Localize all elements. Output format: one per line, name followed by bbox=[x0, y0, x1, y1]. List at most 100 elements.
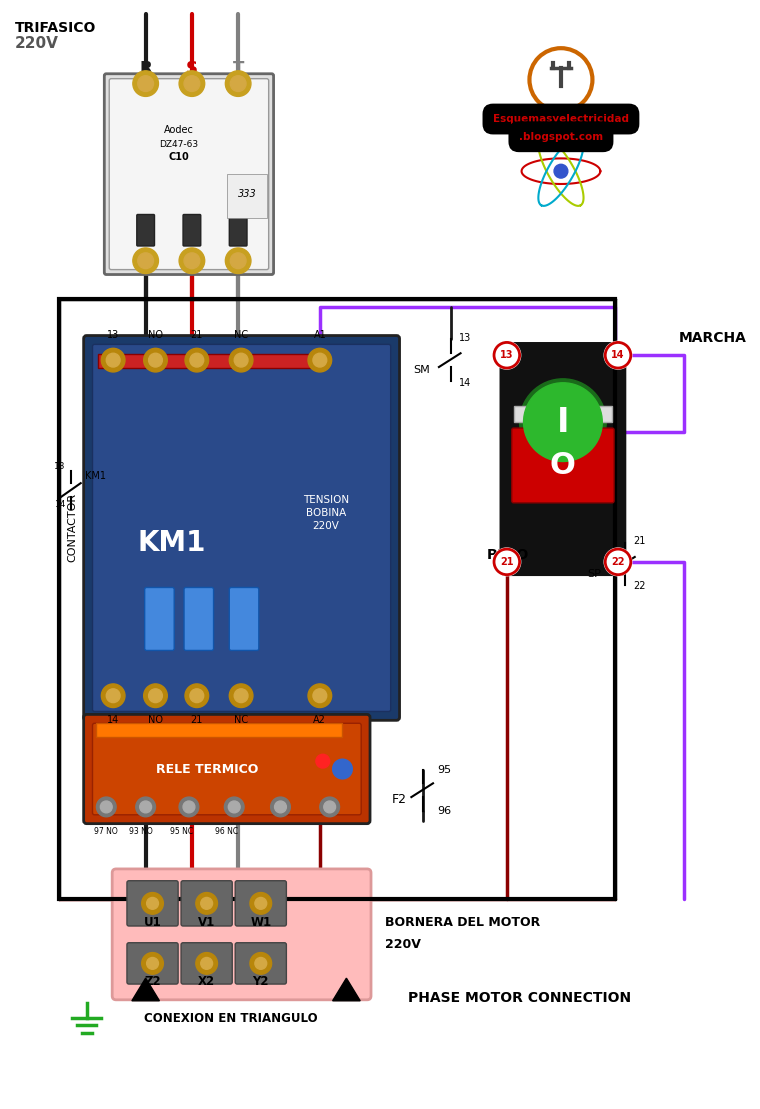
Bar bbox=[97, 723, 343, 737]
Text: 13: 13 bbox=[55, 462, 66, 471]
Circle shape bbox=[190, 689, 204, 703]
Text: MARCHA: MARCHA bbox=[679, 332, 747, 346]
Text: W1: W1 bbox=[250, 916, 271, 929]
Circle shape bbox=[234, 354, 248, 367]
Text: R: R bbox=[139, 60, 152, 78]
Circle shape bbox=[133, 248, 158, 274]
Circle shape bbox=[226, 71, 251, 96]
Circle shape bbox=[520, 379, 606, 466]
Circle shape bbox=[196, 953, 217, 974]
Circle shape bbox=[234, 689, 248, 703]
FancyBboxPatch shape bbox=[235, 943, 287, 984]
Text: 96: 96 bbox=[437, 806, 451, 816]
Text: KM1: KM1 bbox=[84, 471, 106, 481]
Circle shape bbox=[97, 797, 116, 816]
Circle shape bbox=[250, 893, 271, 914]
Text: 220V: 220V bbox=[385, 938, 421, 950]
Text: F2: F2 bbox=[391, 793, 407, 806]
Text: 13: 13 bbox=[107, 330, 119, 340]
Text: Aodec: Aodec bbox=[164, 125, 194, 135]
Circle shape bbox=[101, 348, 125, 372]
Text: 21: 21 bbox=[191, 330, 203, 340]
Text: T: T bbox=[233, 60, 244, 78]
Text: 21: 21 bbox=[191, 715, 203, 725]
FancyBboxPatch shape bbox=[137, 214, 154, 246]
Circle shape bbox=[228, 801, 240, 813]
Circle shape bbox=[179, 71, 204, 96]
Circle shape bbox=[308, 348, 331, 372]
Text: NC: NC bbox=[234, 715, 249, 725]
Circle shape bbox=[605, 343, 631, 368]
Circle shape bbox=[133, 71, 158, 96]
Text: 22: 22 bbox=[633, 581, 645, 591]
Text: 95 NC: 95 NC bbox=[170, 826, 194, 835]
Circle shape bbox=[230, 348, 253, 372]
Text: NO: NO bbox=[148, 715, 163, 725]
Circle shape bbox=[141, 953, 163, 974]
FancyBboxPatch shape bbox=[144, 588, 174, 651]
Text: Y2: Y2 bbox=[252, 975, 269, 988]
Text: CONEXION EN TRIANGULO: CONEXION EN TRIANGULO bbox=[144, 1011, 318, 1025]
FancyBboxPatch shape bbox=[181, 943, 233, 984]
FancyBboxPatch shape bbox=[184, 588, 214, 651]
Circle shape bbox=[224, 797, 244, 816]
FancyBboxPatch shape bbox=[511, 428, 614, 502]
Text: 14: 14 bbox=[55, 500, 66, 509]
Circle shape bbox=[230, 684, 253, 708]
Circle shape bbox=[144, 348, 167, 372]
Text: C10: C10 bbox=[169, 152, 189, 162]
Circle shape bbox=[320, 797, 340, 816]
Circle shape bbox=[147, 897, 158, 909]
FancyBboxPatch shape bbox=[230, 588, 259, 651]
Bar bbox=[59, 299, 615, 899]
Circle shape bbox=[149, 689, 163, 703]
Text: 14: 14 bbox=[458, 378, 471, 388]
Circle shape bbox=[313, 354, 327, 367]
Text: 21: 21 bbox=[633, 537, 645, 547]
Circle shape bbox=[333, 760, 353, 779]
Circle shape bbox=[201, 897, 213, 909]
Text: 333: 333 bbox=[238, 189, 256, 199]
Circle shape bbox=[101, 684, 125, 708]
Circle shape bbox=[185, 684, 209, 708]
Circle shape bbox=[140, 801, 151, 813]
Circle shape bbox=[230, 75, 246, 91]
FancyBboxPatch shape bbox=[93, 345, 391, 712]
Text: PHASE MOTOR CONNECTION: PHASE MOTOR CONNECTION bbox=[408, 990, 632, 1005]
Text: I: I bbox=[556, 406, 569, 439]
Text: Z2: Z2 bbox=[144, 975, 161, 988]
FancyBboxPatch shape bbox=[109, 79, 269, 269]
Circle shape bbox=[554, 164, 568, 179]
Text: 13: 13 bbox=[500, 350, 514, 360]
Text: 97 NO: 97 NO bbox=[94, 826, 118, 835]
FancyBboxPatch shape bbox=[235, 881, 287, 926]
Circle shape bbox=[144, 684, 167, 708]
Text: 93 NO: 93 NO bbox=[129, 826, 153, 835]
Text: TENSION
BOBINA
220V: TENSION BOBINA 220V bbox=[302, 495, 349, 531]
Circle shape bbox=[184, 75, 200, 91]
Text: SM: SM bbox=[413, 365, 430, 375]
Text: .blogspot.com: .blogspot.com bbox=[519, 132, 603, 142]
Circle shape bbox=[196, 893, 217, 914]
Circle shape bbox=[185, 348, 209, 372]
Circle shape bbox=[106, 689, 120, 703]
Circle shape bbox=[190, 354, 204, 367]
Circle shape bbox=[230, 253, 246, 268]
Circle shape bbox=[313, 689, 327, 703]
Circle shape bbox=[136, 797, 156, 816]
Text: 96 NC: 96 NC bbox=[215, 826, 238, 835]
FancyBboxPatch shape bbox=[230, 214, 247, 246]
FancyBboxPatch shape bbox=[501, 344, 625, 574]
Text: Esquemasyelectricidad: Esquemasyelectricidad bbox=[493, 114, 629, 124]
Text: TRIFASICO: TRIFASICO bbox=[14, 21, 96, 34]
FancyBboxPatch shape bbox=[84, 714, 370, 824]
FancyBboxPatch shape bbox=[127, 943, 178, 984]
Text: SP: SP bbox=[587, 569, 601, 579]
FancyBboxPatch shape bbox=[93, 723, 361, 815]
Circle shape bbox=[106, 354, 120, 367]
Circle shape bbox=[141, 893, 163, 914]
Text: KM1: KM1 bbox=[138, 529, 206, 557]
Bar bbox=[98, 354, 315, 368]
Circle shape bbox=[179, 248, 204, 274]
Circle shape bbox=[226, 248, 251, 274]
